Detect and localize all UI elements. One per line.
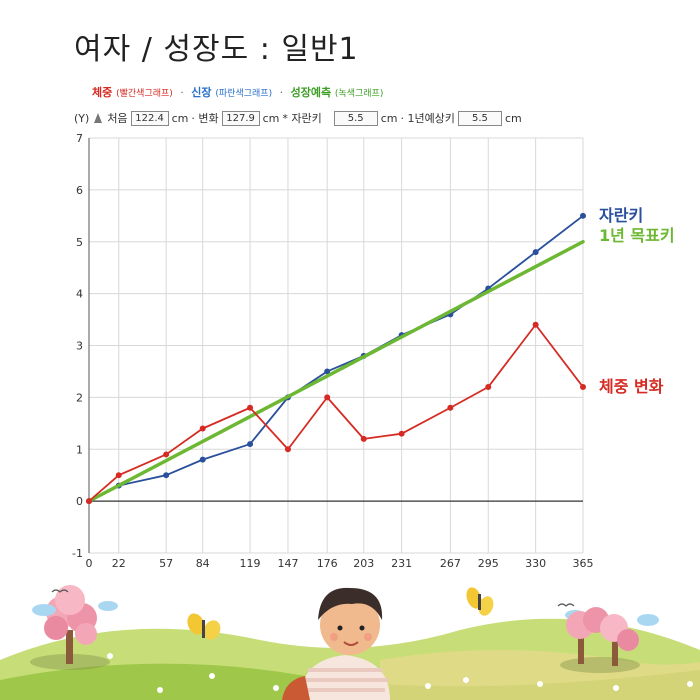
- butterfly-icon: [187, 613, 221, 640]
- data-point: [199, 456, 206, 463]
- data-point: [447, 404, 454, 411]
- x-tick-label: 176: [317, 557, 338, 570]
- unit-label: cm: [171, 111, 189, 125]
- y-tick-label: 0: [76, 495, 83, 508]
- x-tick-label: 57: [159, 557, 173, 570]
- data-point: [247, 441, 254, 448]
- x-tick-label: 119: [240, 557, 261, 570]
- start-value-field[interactable]: 122.4: [130, 110, 169, 126]
- x-tick-label: 22: [112, 557, 126, 570]
- info-row: (Y) 처음 122.4 cm · 변화 127.9 cm * 자란키 5.5 …: [74, 110, 522, 126]
- data-point: [86, 498, 92, 505]
- tree-icon: [30, 585, 110, 670]
- start-label: 처음: [107, 112, 128, 125]
- data-point: [163, 472, 170, 479]
- x-tick-label: 330: [525, 557, 546, 570]
- x-tick-label: 231: [391, 557, 412, 570]
- x-tick-label: 267: [440, 557, 461, 570]
- series-label: 1년 목표키: [599, 226, 675, 245]
- growth-value-field[interactable]: 5.5: [333, 110, 378, 126]
- y-tick-label: 3: [76, 340, 83, 353]
- bird-icon: [557, 603, 575, 607]
- flower-icon: [107, 653, 693, 693]
- x-tick-label: 365: [573, 557, 594, 570]
- data-point: [580, 384, 586, 390]
- data-point: [199, 425, 206, 432]
- butterfly-icon: [466, 587, 494, 616]
- x-tick-label: 0: [86, 557, 93, 570]
- change-value-field[interactable]: 127.9: [221, 110, 260, 126]
- data-point: [532, 321, 539, 328]
- data-point: [324, 394, 331, 401]
- x-tick-label: 84: [196, 557, 210, 570]
- expected-value-field[interactable]: 5.5: [457, 110, 502, 126]
- legend: 체중 (빨간색그래프) · 신장 (파란색그래프) · 성장예측 (녹색그래프): [92, 86, 384, 99]
- y-tick-label: 7: [76, 132, 83, 145]
- y-label: (Y): [74, 111, 90, 125]
- data-point: [247, 404, 254, 411]
- y-tick-label: 6: [76, 184, 83, 197]
- data-point: [324, 368, 331, 375]
- unit-label: cm: [262, 111, 280, 125]
- x-tick-label: 147: [277, 557, 298, 570]
- series-label: 자란키: [599, 206, 643, 225]
- data-point: [485, 384, 492, 390]
- data-point: [580, 212, 586, 219]
- data-point: [163, 451, 170, 458]
- series-line-체중-변화: [88, 323, 584, 502]
- x-tick-label: 295: [478, 557, 499, 570]
- child-icon: [282, 587, 390, 700]
- tree-icon: [560, 607, 640, 673]
- bird-icon: [51, 589, 69, 593]
- y-tick-label: 5: [76, 236, 83, 249]
- data-point: [284, 446, 291, 453]
- data-point: [360, 435, 367, 442]
- data-point: [115, 472, 122, 479]
- legend-prediction: 성장예측 (녹색그래프): [290, 86, 384, 99]
- legend-height: 신장 (파란색그래프): [191, 86, 273, 99]
- y-tick-label: 2: [76, 391, 83, 404]
- series: [86, 212, 586, 505]
- y-tick-label: -1: [72, 547, 83, 560]
- y-tick-label: 4: [76, 288, 83, 301]
- growth-label: * 자란키: [282, 112, 322, 125]
- unit-label: cm: [504, 111, 522, 125]
- data-point: [398, 430, 405, 437]
- series-line-prediction: [87, 240, 585, 503]
- up-arrow-icon: [94, 113, 103, 123]
- data-point: [532, 249, 539, 256]
- change-label: · 변화: [191, 112, 219, 125]
- y-tick-label: 1: [76, 443, 83, 456]
- page-title: 여자 / 성장도 : 일반1: [74, 32, 359, 67]
- unit-label: cm: [380, 111, 398, 125]
- x-tick-label: 203: [353, 557, 374, 570]
- series-label: 체중 변화: [599, 377, 664, 396]
- expected-label: · 1년예상키: [400, 112, 455, 125]
- grid: [89, 137, 584, 554]
- legend-weight: 체중 (빨간색그래프): [92, 86, 173, 99]
